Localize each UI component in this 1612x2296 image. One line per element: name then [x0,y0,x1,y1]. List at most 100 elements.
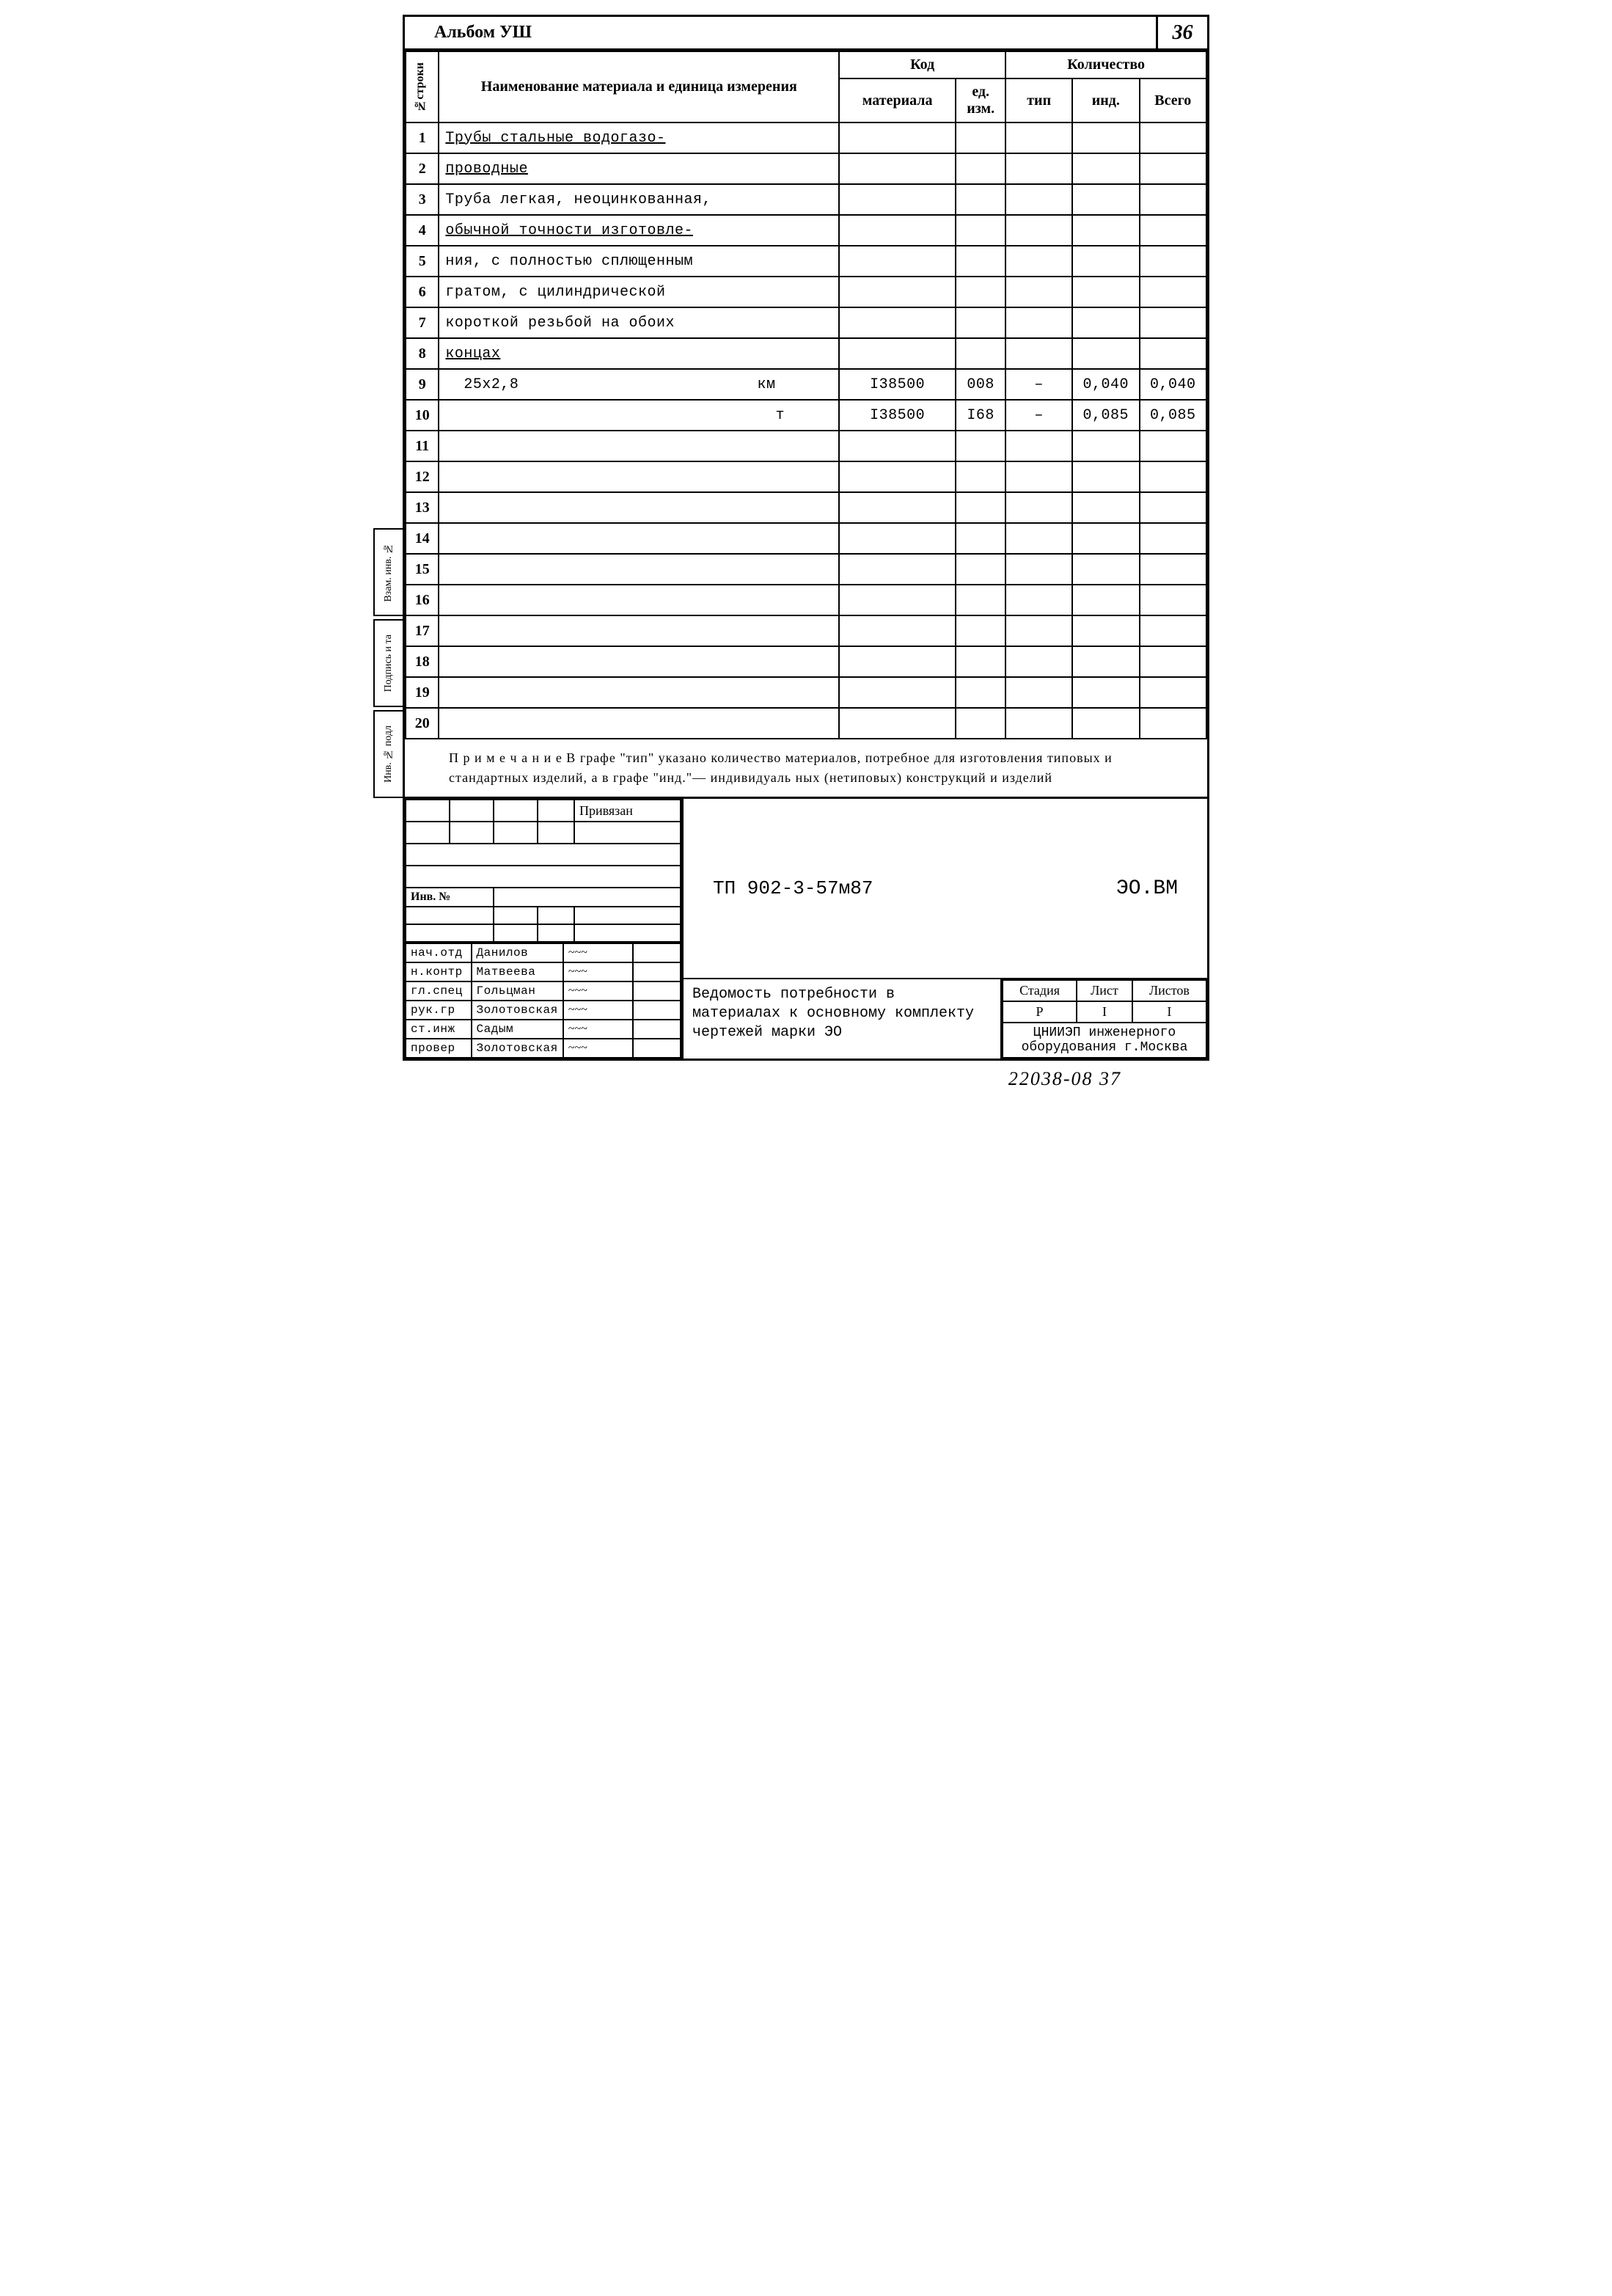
qty-type [1005,615,1072,646]
code-material: I38500 [839,369,956,400]
signer-date [633,1039,681,1058]
code-unit [956,585,1005,615]
qty-type [1005,153,1072,184]
code-unit [956,646,1005,677]
doc-code: ТП 902-3-57м87 [713,877,873,899]
qty-ind [1072,215,1139,246]
stage-h1: Стадия [1003,980,1077,1001]
qty-ind [1072,585,1139,615]
header-code-material: материала [839,78,956,123]
code-unit [956,492,1005,523]
signer-date [633,1020,681,1039]
row-number: 3 [406,184,439,215]
qty-total [1140,461,1206,492]
table-row: 14 [406,523,1206,554]
qty-type: – [1005,369,1072,400]
signature: ~~~ [563,1020,633,1039]
code-material [839,246,956,277]
row-number: 2 [406,153,439,184]
row-number: 20 [406,708,439,739]
qty-total [1140,431,1206,461]
code-unit [956,708,1005,739]
header-code-unit: ед. изм. [956,78,1005,123]
row-number: 6 [406,277,439,307]
qty-ind [1072,277,1139,307]
stage-h2: Лист [1077,980,1132,1001]
row-number: 16 [406,585,439,615]
qty-ind [1072,431,1139,461]
qty-total [1140,246,1206,277]
document-frame: Альбом УШ 36 №строки Наименование матери… [403,15,1209,1061]
qty-type [1005,307,1072,338]
album-header: Альбом УШ 36 [405,17,1207,51]
code-material [839,215,956,246]
table-row: 12 [406,461,1206,492]
table-row: 18 [406,646,1206,677]
qty-total [1140,338,1206,369]
code-material [839,277,956,307]
signer-name: Гольцман [472,981,563,1001]
row-number: 5 [406,246,439,277]
material-name: ния, с полностью сплющенным [439,246,839,277]
qty-type: – [1005,400,1072,431]
materials-table: №строки Наименование материала и единица… [405,51,1207,739]
qty-total: 0,085 [1140,400,1206,431]
signer-name: Данилов [472,943,563,962]
material-name: гратом, с цилиндрической [439,277,839,307]
row-number: 14 [406,523,439,554]
material-name: проводные [439,153,839,184]
signature: ~~~ [563,962,633,981]
header-qty-total: Всего [1140,78,1206,123]
qty-total: 0,040 [1140,369,1206,400]
material-name: Трубы стальные водогазо- [439,123,839,153]
qty-ind [1072,184,1139,215]
code-unit [956,461,1005,492]
table-row: 17 [406,615,1206,646]
qty-ind [1072,246,1139,277]
qty-total [1140,677,1206,708]
side-tab: Инв. № подл [373,710,403,798]
qty-total [1140,585,1206,615]
row-number: 17 [406,615,439,646]
qty-total [1140,523,1206,554]
code-unit [956,677,1005,708]
row-number: 13 [406,492,439,523]
signer-row: нач.отдДанилов~~~ [406,943,681,962]
qty-ind [1072,646,1139,677]
row-number: 15 [406,554,439,585]
code-unit [956,615,1005,646]
qty-ind [1072,677,1139,708]
qty-type [1005,554,1072,585]
revision-block: Привязан Инв. № нач.отдДанилов~~~н.контр… [405,799,684,1059]
qty-type [1005,492,1072,523]
material-name [439,554,839,585]
code-material [839,492,956,523]
table-row: 6гратом, с цилиндрической [406,277,1206,307]
qty-ind [1072,708,1139,739]
signer-role: нач.отд [406,943,472,962]
code-unit [956,307,1005,338]
signature: ~~~ [563,943,633,962]
signer-row: ст.инжСадым~~~ [406,1020,681,1039]
signer-row: рук.грЗолотовская~~~ [406,1001,681,1020]
qty-type [1005,646,1072,677]
row-number: 19 [406,677,439,708]
stage-v3: I [1132,1001,1206,1023]
qty-ind [1072,523,1139,554]
code-unit [956,215,1005,246]
signer-date [633,1001,681,1020]
priv-label: Привязан [574,800,681,822]
code-unit [956,523,1005,554]
qty-ind [1072,461,1139,492]
signature: ~~~ [563,981,633,1001]
signature: ~~~ [563,1001,633,1020]
code-material [839,708,956,739]
table-row: 7короткой резьбой на обоих [406,307,1206,338]
qty-ind [1072,307,1139,338]
qty-type [1005,277,1072,307]
side-tab: Подпись и та [373,619,403,707]
qty-ind [1072,554,1139,585]
signer-name: Золотовская [472,1001,563,1020]
side-tabs: Взам. инв. № Подпись и та Инв. № подл [373,528,403,801]
material-name [439,615,839,646]
